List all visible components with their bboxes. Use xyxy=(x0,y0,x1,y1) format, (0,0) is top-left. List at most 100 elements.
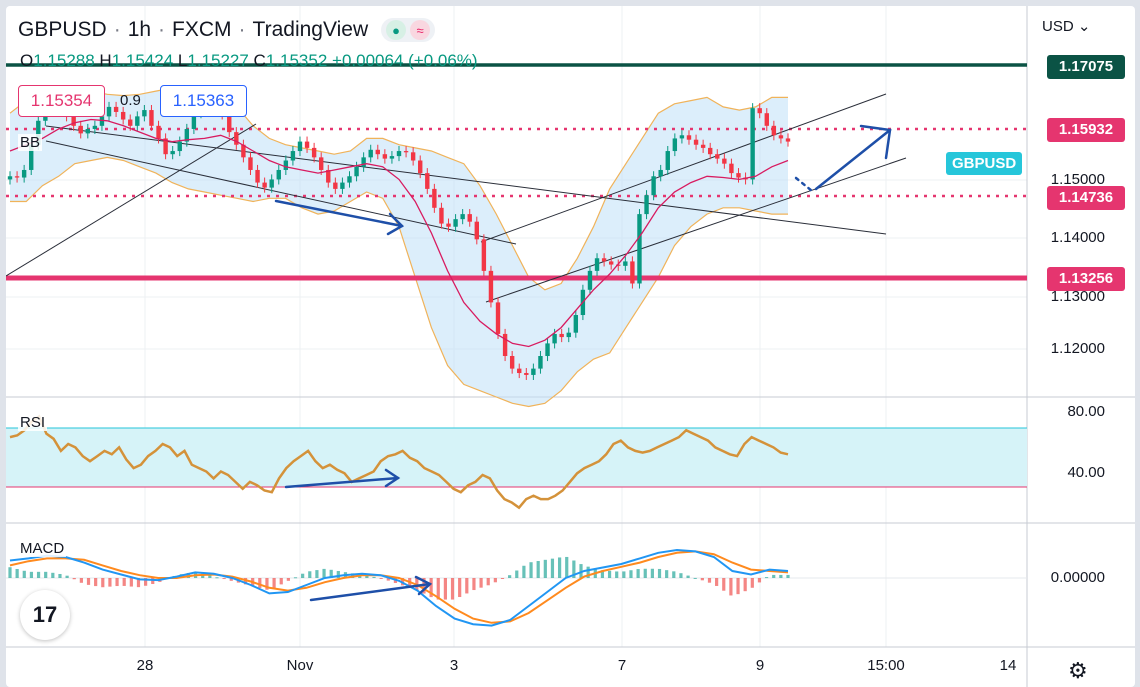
candle-body xyxy=(191,113,197,129)
candle-body xyxy=(446,223,451,227)
macd-histogram-bar xyxy=(272,578,276,588)
macd-arrow[interactable] xyxy=(309,575,433,602)
time-tick: 7 xyxy=(617,657,627,674)
candle-body xyxy=(509,356,515,369)
candle-body xyxy=(488,270,494,303)
macd-histogram-bar xyxy=(700,578,704,581)
symbol-tag: GBPUSD xyxy=(946,152,1023,175)
level-label-support-major[interactable]: 1.13256 xyxy=(1047,267,1125,291)
candle-body xyxy=(142,110,147,117)
platform: TradingView xyxy=(252,18,369,41)
arrow-down-trend[interactable] xyxy=(274,199,404,228)
macd-histogram-bar xyxy=(243,578,248,585)
macd-histogram-bar xyxy=(258,578,262,588)
rsi-arrow[interactable] xyxy=(284,468,401,489)
macd-histogram-bar xyxy=(301,573,305,578)
macd-indicator-label[interactable]: MACD xyxy=(18,540,67,557)
macd-histogram-bar xyxy=(586,566,590,578)
level-label-resistance-top[interactable]: 1.17075 xyxy=(1047,55,1125,79)
bollinger-upper xyxy=(9,87,788,291)
rsi-divergence-arrow[interactable] xyxy=(284,476,400,489)
macd-divergence-arrow[interactable] xyxy=(309,582,432,602)
symbol-header[interactable]: GBPUSD · 1h · FXCM · TradingView ● ≈ xyxy=(18,18,436,42)
macd-histogram-bar xyxy=(322,568,326,578)
macd-histogram-bar xyxy=(229,578,233,581)
macd-histogram-bar xyxy=(550,558,555,578)
market-open-icon[interactable]: ● xyxy=(386,20,407,40)
sell-button[interactable]: 1.15354 xyxy=(18,85,105,117)
macd-histogram-bar xyxy=(115,578,119,587)
macd-histogram-bar xyxy=(151,578,155,584)
macd-histogram-bar xyxy=(315,570,319,578)
macd-histogram-bar xyxy=(515,570,519,578)
gear-icon[interactable]: ⚙ xyxy=(1068,658,1088,683)
candle-body xyxy=(538,356,543,369)
macd-histogram-bar xyxy=(208,575,212,578)
candle-body xyxy=(71,116,76,126)
currency-selector[interactable]: USD ⌄ xyxy=(1042,17,1090,35)
macd-arrow-head xyxy=(414,575,433,596)
macd-histogram-bar xyxy=(329,569,333,578)
candle-body xyxy=(531,368,536,375)
exchange: FXCM xyxy=(172,18,232,41)
arrow-forecast-dotted[interactable] xyxy=(794,176,814,193)
tradingview-logo[interactable]: 17 xyxy=(20,590,70,640)
candle-body xyxy=(757,108,762,114)
candle-body xyxy=(304,141,310,148)
time-tick: 28 xyxy=(136,657,154,674)
change-value: +0.00064 (+0.06%) xyxy=(332,51,478,70)
macd-histogram-bar xyxy=(786,574,790,578)
spread-value: 0.9 xyxy=(120,92,141,109)
candle-body xyxy=(14,176,20,178)
level-label-support[interactable]: 1.14736 xyxy=(1047,186,1125,210)
arrow-forecast-up[interactable] xyxy=(814,128,892,191)
trendline-rising-lower[interactable] xyxy=(485,157,907,303)
candle-body xyxy=(623,261,628,266)
level-label-resistance[interactable]: 1.15932 xyxy=(1047,118,1125,142)
trendline-rising-upper[interactable] xyxy=(480,93,887,243)
macd-histogram-bar xyxy=(15,569,19,578)
candle-body xyxy=(594,258,600,271)
macd-histogram-bar xyxy=(722,578,726,591)
macd-histogram-bar xyxy=(679,573,683,578)
chart-canvas[interactable] xyxy=(6,6,1135,687)
macd-line xyxy=(9,548,789,627)
candle-body xyxy=(410,152,416,161)
symbol-name[interactable]: GBPUSD xyxy=(18,18,107,41)
candle-body xyxy=(474,221,479,240)
rsi-indicator-label[interactable]: RSI xyxy=(18,414,48,431)
macd-histogram-bar xyxy=(108,578,112,587)
chevron-down-icon: ⌄ xyxy=(1077,18,1091,35)
bb-indicator-label[interactable]: BB xyxy=(18,134,43,151)
buy-button[interactable]: 1.15363 xyxy=(160,85,247,117)
trendline-early-rising[interactable] xyxy=(6,123,257,277)
candle-body xyxy=(418,160,423,174)
bollinger-middle xyxy=(9,118,789,348)
macd-histogram-bar xyxy=(565,556,569,578)
candle-body xyxy=(608,261,614,265)
interval[interactable]: 1h xyxy=(127,18,152,41)
delayed-data-icon[interactable]: ≈ xyxy=(410,20,431,40)
status-pill[interactable]: ● ≈ xyxy=(381,18,436,42)
macd-histogram-bar xyxy=(600,570,605,578)
rsi-band xyxy=(6,428,1027,487)
macd-histogram-bar xyxy=(572,560,576,578)
price-arrows[interactable] xyxy=(274,124,892,236)
trendline-descending-lower[interactable] xyxy=(45,140,517,245)
macd-histogram-bar xyxy=(557,557,562,578)
macd-histogram-bar xyxy=(215,577,219,579)
candle-body xyxy=(227,114,232,133)
trend-lines[interactable] xyxy=(6,93,907,303)
macd-histogram-bar xyxy=(636,569,640,578)
candle-body xyxy=(85,128,90,134)
macd-histogram-bar xyxy=(429,578,433,598)
trendline-descending-upper[interactable] xyxy=(45,125,887,235)
candle-body xyxy=(665,151,670,170)
macd-histogram-bar xyxy=(86,578,91,585)
candle-body xyxy=(722,158,727,164)
candle-body xyxy=(502,333,508,357)
macd-signal-line xyxy=(9,550,789,624)
candle-body xyxy=(425,173,430,189)
ohlc-values: O1.15288 H1.15424 L1.15227 C1.15352 +0.0… xyxy=(20,51,478,71)
macd-histogram-bar xyxy=(500,578,505,579)
